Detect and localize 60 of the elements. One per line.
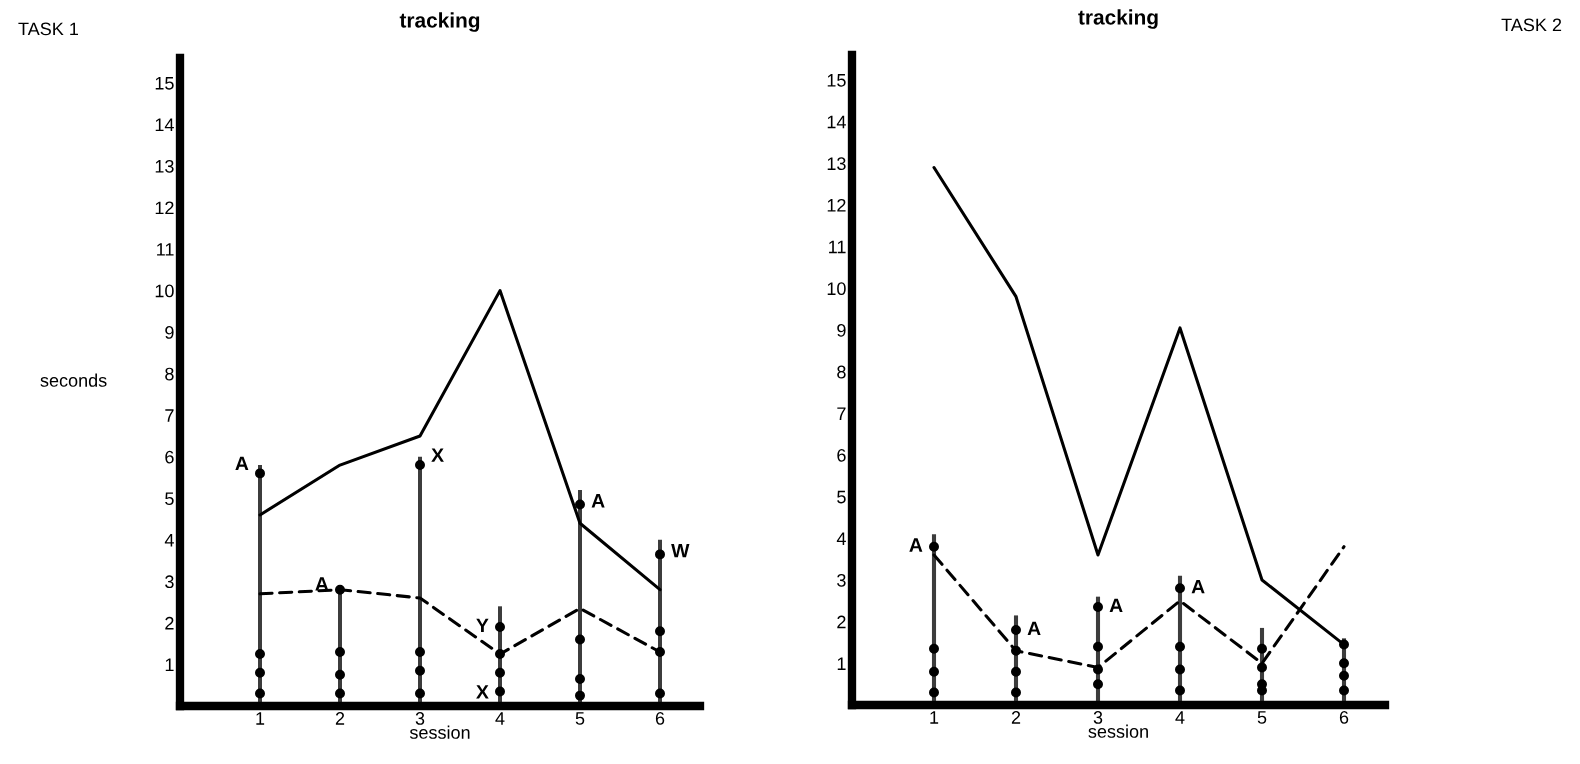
y-tick-label: 3 [165, 575, 174, 589]
y-tick-label: 15 [155, 77, 174, 90]
y-tick-label: 2 [165, 616, 174, 630]
x-tick-label: 2 [1011, 711, 1021, 724]
x-tick-label: 5 [1257, 711, 1267, 724]
annotation: X [431, 448, 444, 462]
annotation: X [476, 685, 489, 699]
y-tick-label: 3 [837, 573, 846, 587]
x-tick-label: 6 [1339, 711, 1349, 724]
y-tick-label: 5 [165, 492, 174, 506]
annotation: Y [476, 618, 489, 633]
annotation: A [235, 456, 249, 471]
y-tick-label: 1 [837, 657, 846, 670]
text: TASK 2 [1501, 18, 1562, 32]
y-tick-label: 8 [165, 367, 174, 381]
annotation: W [671, 543, 690, 558]
x-tick-label: 6 [655, 712, 665, 725]
annotation: A [591, 494, 605, 508]
x-tick-label: 3 [1093, 711, 1103, 724]
y-tick-label: 4 [836, 532, 846, 545]
x-tick-label: 5 [575, 712, 585, 725]
x-axis-title: session [409, 725, 470, 739]
x-tick-label: 1 [256, 712, 265, 725]
y-tick-label: 6 [165, 450, 174, 464]
y-tick-label: 7 [165, 409, 174, 422]
y-tick-label: 14 [155, 118, 174, 131]
y-tick-label: 11 [157, 243, 174, 256]
y-tick-label: 10 [827, 282, 846, 296]
chart-title: tracking [1078, 9, 1158, 29]
y-tick-label: 14 [827, 115, 846, 129]
y-tick-label: 9 [165, 326, 174, 339]
annotation: A [909, 538, 923, 552]
annotation: A [1191, 579, 1205, 594]
x-tick-label: 2 [335, 712, 345, 725]
y-tick-label: 9 [837, 323, 846, 337]
y-tick-label: 7 [837, 407, 846, 420]
y-tick-label: 15 [827, 74, 846, 87]
line-series [258, 289, 662, 592]
y-tick-label: 4 [164, 533, 174, 547]
annotation: A [1109, 598, 1123, 613]
y-tick-label: 2 [837, 615, 846, 629]
x-tick-label: 4 [1175, 711, 1185, 724]
x-tick-label: 3 [415, 712, 425, 725]
y-tick-label: 12 [827, 198, 846, 212]
y-tick-label: 10 [155, 284, 174, 298]
y-tick-label: 13 [827, 157, 846, 171]
text: TASK 1 [18, 22, 78, 36]
y-tick-label: 5 [837, 490, 846, 504]
y-tick-label: 13 [155, 159, 174, 173]
x-tick-label: 4 [495, 712, 505, 725]
y-tick-label: 12 [155, 201, 174, 215]
y-tick-label: 8 [837, 365, 846, 379]
annotation: A [1027, 621, 1041, 636]
chart-title: tracking [399, 12, 480, 32]
x-axis-title: session [1088, 724, 1148, 738]
y-tick-label: 11 [829, 240, 846, 254]
y-tick-label: 6 [837, 448, 846, 462]
y-axis-title: seconds [40, 373, 107, 387]
x-tick-label: 1 [930, 711, 939, 724]
y-tick-label: 1 [165, 658, 174, 671]
